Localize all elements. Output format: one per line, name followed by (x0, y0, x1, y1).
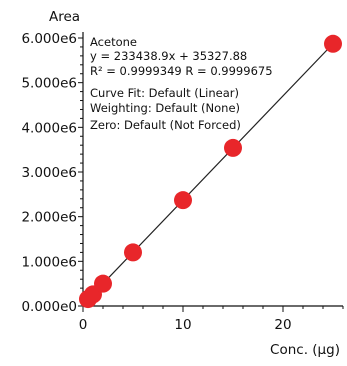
data-point (94, 274, 112, 293)
y-tick-label: 2.000e6 (21, 210, 77, 226)
data-point (124, 243, 142, 262)
x-axis-title: Conc. (µg) (270, 342, 340, 358)
data-point (224, 138, 242, 157)
data-point (324, 34, 342, 53)
x-tick-label: 10 (174, 317, 191, 333)
y-tick-label: 3.000e6 (21, 165, 77, 181)
annotation-line-5: Weighting: Default (None) (90, 101, 240, 115)
annotation-line-3: R² = 0.9999349 R = 0.9999675 (90, 64, 273, 78)
annotation-line-1: Acetone (90, 35, 137, 49)
y-axis-title: Area (49, 9, 80, 25)
y-tick-label: 1.000e6 (21, 254, 77, 270)
y-tick-label: 0.000e0 (21, 299, 77, 315)
annotation-line-4: Curve Fit: Default (Linear) (90, 86, 239, 100)
data-point (174, 191, 192, 210)
y-tick-label: 4.000e6 (21, 120, 77, 136)
annotation-line-6: Zero: Default (Not Forced) (90, 118, 241, 132)
x-tick-label: 0 (79, 317, 88, 333)
annotation-line-2: y = 233438.9x + 35327.88 (90, 49, 247, 63)
y-tick-label: 5.000e6 (21, 76, 77, 92)
x-tick-label: 20 (274, 317, 291, 333)
regression-line (82, 37, 339, 305)
y-tick-label: 6.000e6 (21, 31, 77, 47)
